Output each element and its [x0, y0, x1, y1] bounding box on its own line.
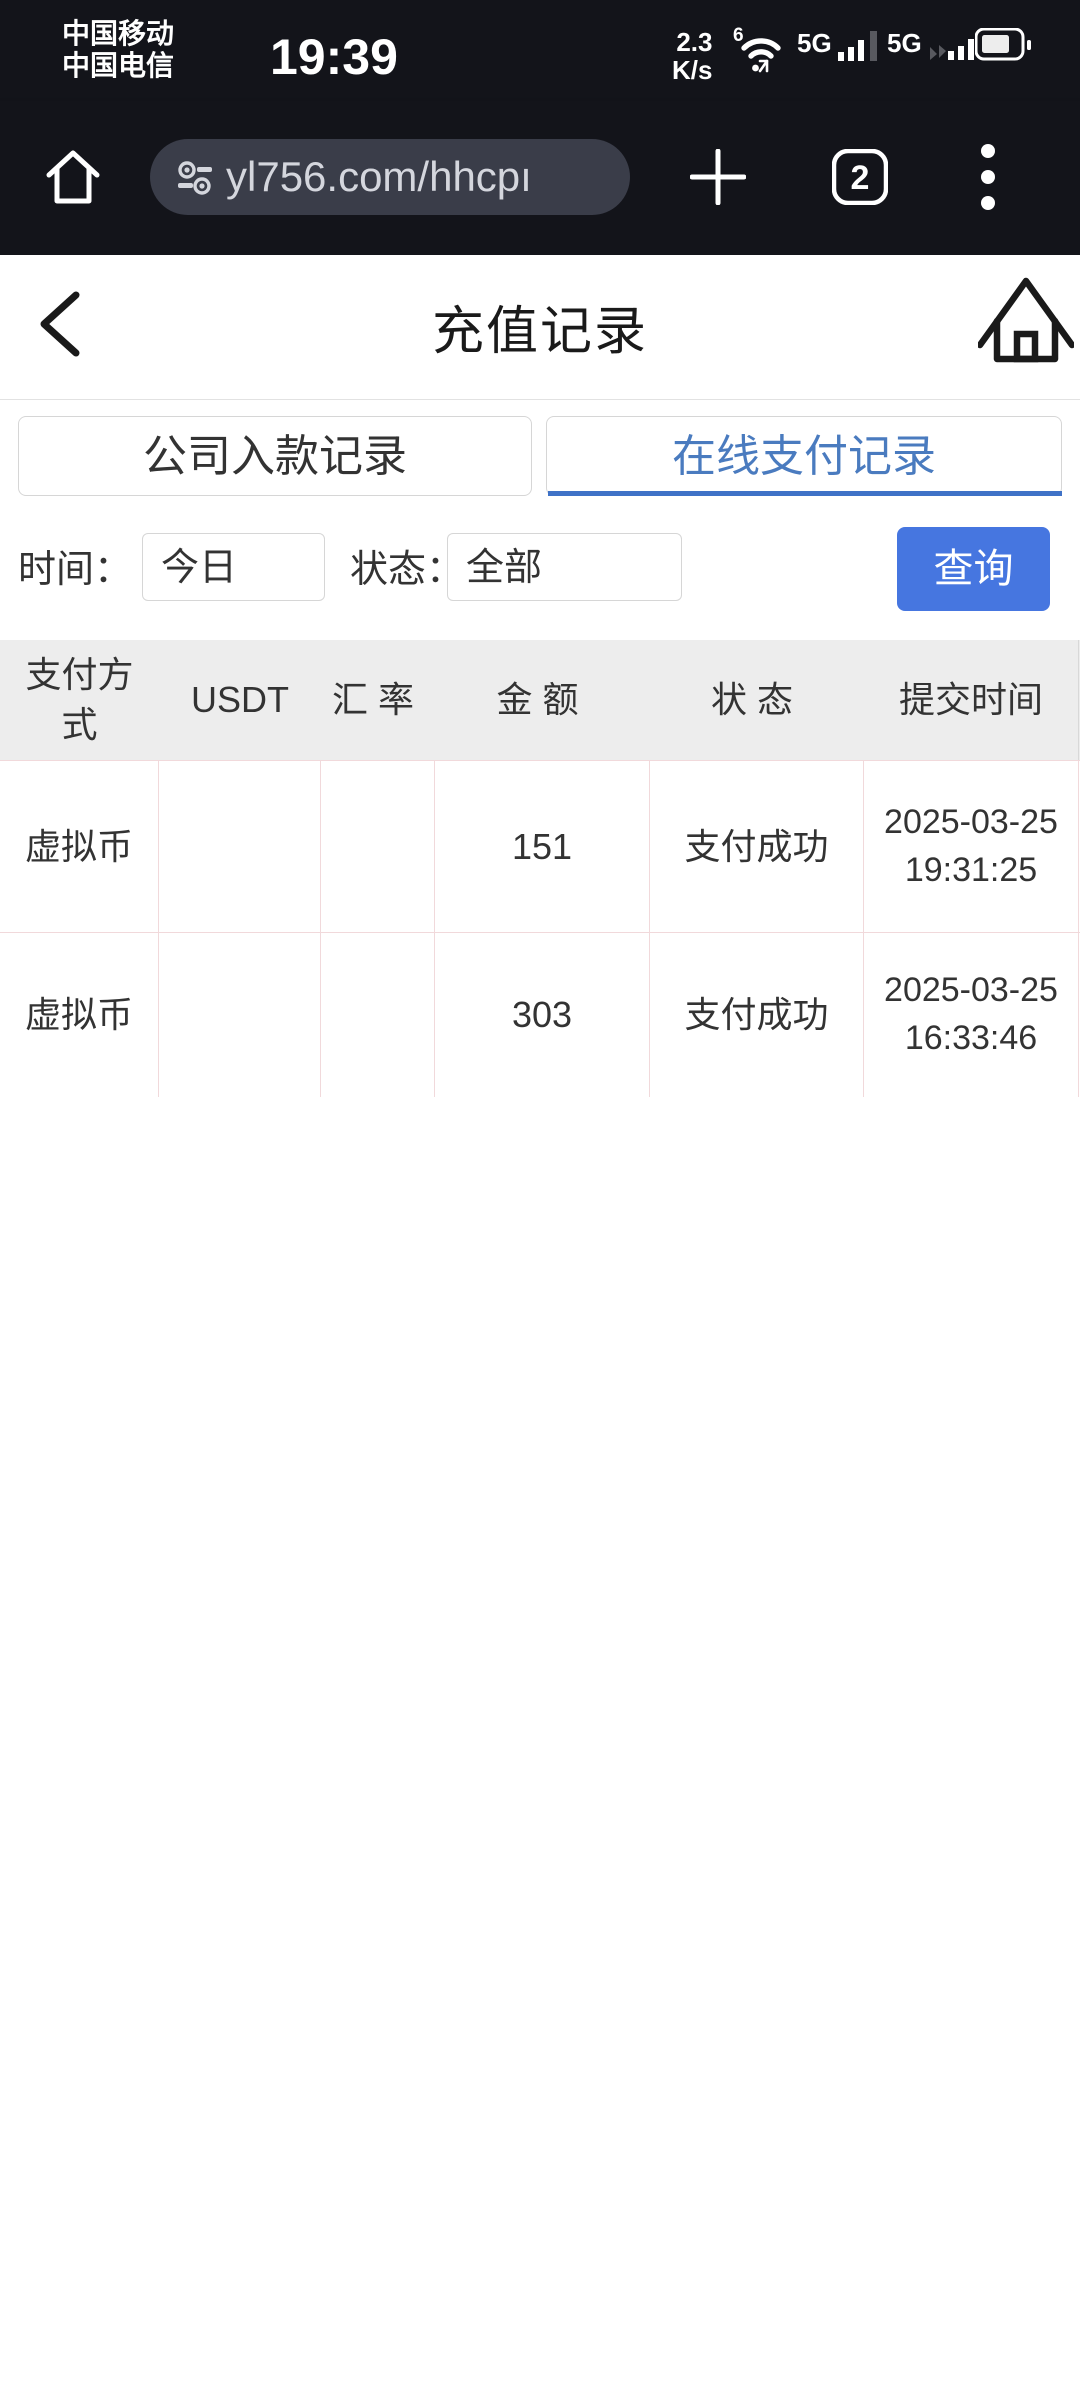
svg-text:2: 2: [851, 159, 870, 197]
svg-text:6: 6: [733, 25, 744, 46]
